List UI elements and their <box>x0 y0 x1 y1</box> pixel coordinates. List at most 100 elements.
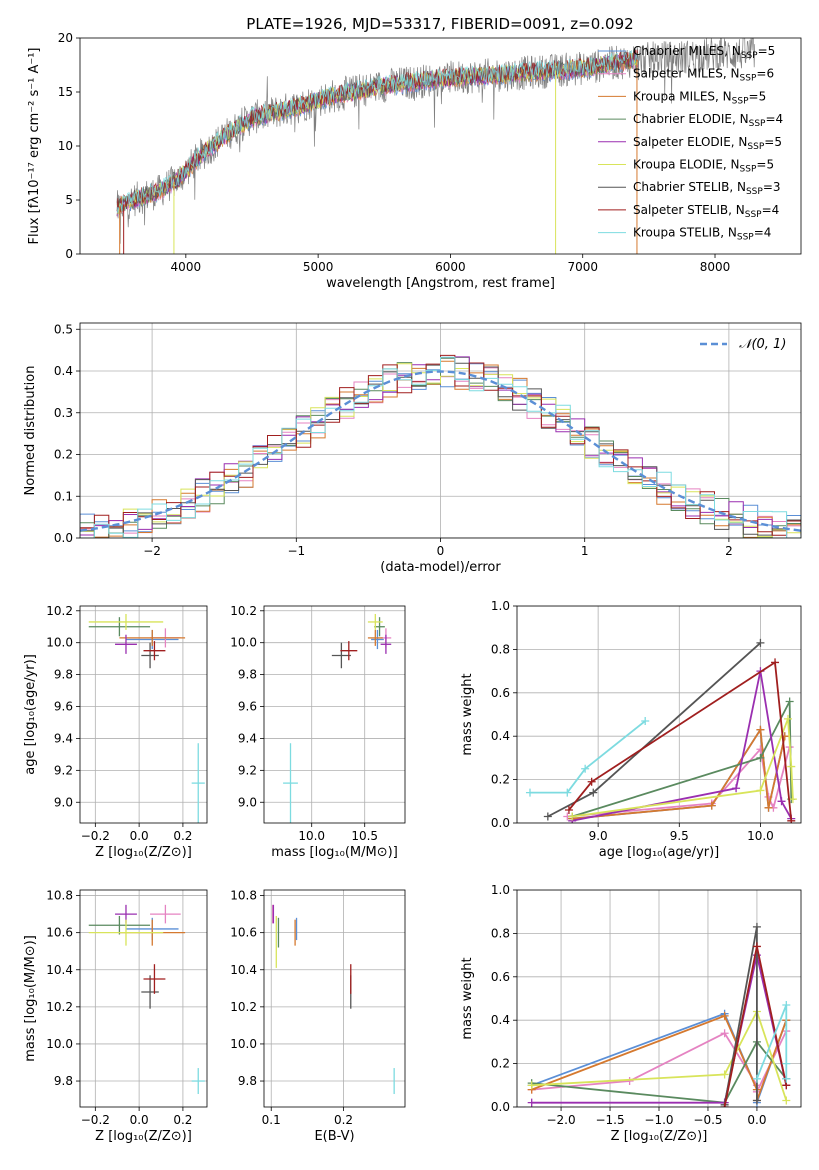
mass-weight-marker <box>756 753 765 762</box>
legend-entry-label: Salpeter STELIB, NSSP=4 <box>633 203 779 220</box>
mass-weight-marker <box>788 795 797 804</box>
x-axis-label: wavelength [Angstrom, rest frame] <box>326 276 555 291</box>
y-tick-label: 0.2 <box>491 1057 510 1071</box>
axes-frame <box>263 889 406 1108</box>
plot-area <box>80 323 801 538</box>
x-tick-label: 0.0 <box>130 1113 149 1127</box>
x-tick-label: −0.5 <box>693 1113 722 1127</box>
axes: −2.0 −1.5 −1.0 −0.5 0.0 0.0 0.2 0.4 0.6 0.8 1.0 Z [… <box>460 883 802 1144</box>
y-tick-label: 9.8 <box>238 1074 257 1088</box>
mass-weight-marker <box>527 1098 536 1107</box>
y-tick-label: 10 <box>58 139 73 153</box>
y-axis-label: Flux [fλ10⁻¹⁷ erg cm⁻² s⁻¹ A⁻¹] <box>27 48 42 245</box>
y-tick-label: 0.0 <box>491 816 510 830</box>
y-tick-label: 10.4 <box>46 963 73 977</box>
mass-weight-marker <box>641 717 650 726</box>
y-tick-label: 9.2 <box>54 763 73 777</box>
y-tick-label: 0.6 <box>491 686 510 700</box>
legend-subscript: SSP <box>745 210 762 220</box>
y-tick-label: 9.0 <box>238 795 257 809</box>
y-tick-label: 9.0 <box>54 795 73 809</box>
legend-subscript: SSP <box>741 51 758 61</box>
legend-text: Salpeter ELODIE, N <box>633 135 747 149</box>
y-tick-label: 9.2 <box>238 763 257 777</box>
mass-weight-marker <box>782 1001 791 1010</box>
legend-text: =4 <box>762 203 780 217</box>
y-tick-label: 9.4 <box>238 731 257 745</box>
legend-subscript: SSP <box>740 165 757 175</box>
y-tick-label: 0.0 <box>54 531 73 545</box>
y-tick-label: 0.2 <box>54 448 73 462</box>
mass-weight-marker <box>543 812 552 821</box>
mass-weight-marker <box>787 816 796 823</box>
mass-weight-marker <box>525 788 534 797</box>
y-tick-label: 0.1 <box>54 489 73 503</box>
mass-weight-marker <box>782 1059 791 1068</box>
y-tick-label: 0.5 <box>54 322 73 336</box>
mass-weight-line <box>572 670 793 822</box>
axes: 0.1 0.2 9.8 10.0 10.2 10.4 10.6 10.8 E(B-V) <box>230 889 406 1144</box>
x-axis-label: E(B-V) <box>314 1129 354 1144</box>
legend-text: Kroupa MILES, N <box>633 89 732 103</box>
y-axis-label: mass weight <box>460 673 475 755</box>
x-tick-label: −2.0 <box>546 1113 575 1127</box>
plot-area <box>80 890 207 1107</box>
y-tick-label: 20 <box>58 31 73 45</box>
legend-text: Kroupa ELODIE, N <box>633 158 740 172</box>
legend-subscript: SSP <box>749 119 766 129</box>
legend-entry-label: Kroupa STELIB, NSSP=4 <box>633 226 771 243</box>
x-axis-label: age [log₁₀(age/yr)] <box>599 845 720 860</box>
x-tick-label: 0.0 <box>747 1113 766 1127</box>
x-tick-label: −0.2 <box>81 829 110 843</box>
y-tick-label: 1.0 <box>491 599 510 613</box>
legend-text: Chabrier MILES, N <box>633 44 741 58</box>
model-spectrum-line <box>116 49 639 213</box>
legend-subscript: SSP <box>740 74 757 84</box>
x-tick-label: 0.2 <box>173 1113 192 1127</box>
mass-weight-line <box>531 1040 788 1104</box>
mass-weight-line <box>568 660 793 821</box>
mass-weight-marker <box>720 1103 729 1107</box>
axes-frame <box>516 605 802 824</box>
y-tick-label: 9.8 <box>54 1074 73 1088</box>
plot-area <box>517 890 801 1107</box>
y-tick-label: 5 <box>65 193 73 207</box>
x-tick-label: −1.0 <box>644 1113 673 1127</box>
y-axis-label: age [log₁₀(age/yr)] <box>23 654 38 775</box>
mass-weight-marker <box>777 797 786 806</box>
axes: 10.0 10.5 9.0 9.2 9.4 9.6 9.8 10.0 10.2 mass [log… <box>230 604 406 860</box>
mass-weight-line <box>530 720 646 794</box>
y-tick-label: 0.4 <box>54 364 73 378</box>
x-tick-label: 9.0 <box>589 829 608 843</box>
x-tick-label: 6000 <box>435 260 466 274</box>
mass-weight-marker <box>587 777 596 786</box>
mass-weight-marker <box>568 812 577 821</box>
y-tick-label: 0.4 <box>491 729 510 743</box>
panel-mass-weight-vs-Z: −2.0 −1.5 −1.0 −0.5 0.0 0.0 0.2 0.4 0.6 0.8 1.0 Z [… <box>460 883 802 1144</box>
x-axis-label: Z [log₁₀(Z/Z⊙)] <box>95 845 192 860</box>
axes-frame <box>79 605 208 824</box>
x-tick-label: −0.2 <box>81 1113 110 1127</box>
axes: 4000 5000 6000 7000 8000 0 5 10 15 20 wavelength [… <box>27 31 802 291</box>
legend-text: =6 <box>756 67 774 81</box>
legend-text: Salpeter MILES, N <box>633 67 740 81</box>
mass-weight-marker <box>782 1074 791 1083</box>
legend-entry-label: Kroupa MILES, NSSP=5 <box>633 89 766 106</box>
y-tick-label: 1.0 <box>491 883 510 897</box>
panel-residuals: −2 −1 0 1 2 0.0 0.1 0.2 0.3 0.4 0.5 (data-model)/er… <box>23 322 802 575</box>
legend-text: =4 <box>754 226 772 240</box>
mass-weight-line <box>531 1030 788 1093</box>
mass-weight-marker <box>756 638 765 647</box>
legend: 𝒩(0, 1) <box>700 337 786 352</box>
x-tick-label: 1 <box>581 544 589 558</box>
mass-weight-marker <box>589 788 598 797</box>
legend-text: Kroupa STELIB, N <box>633 226 737 240</box>
mass-weight-marker <box>720 1029 729 1038</box>
x-tick-label: 9.5 <box>670 829 689 843</box>
x-tick-label: 2 <box>725 544 733 558</box>
mass-weight-marker <box>752 1074 761 1083</box>
axes: −0.2 0.0 0.2 9.8 10.0 10.2 10.4 10.6 10.8 Z [log₁… <box>23 889 208 1144</box>
mass-weight-marker <box>752 942 761 951</box>
mass-weight-marker <box>563 788 572 797</box>
legend-subscript: SSP <box>746 187 763 197</box>
